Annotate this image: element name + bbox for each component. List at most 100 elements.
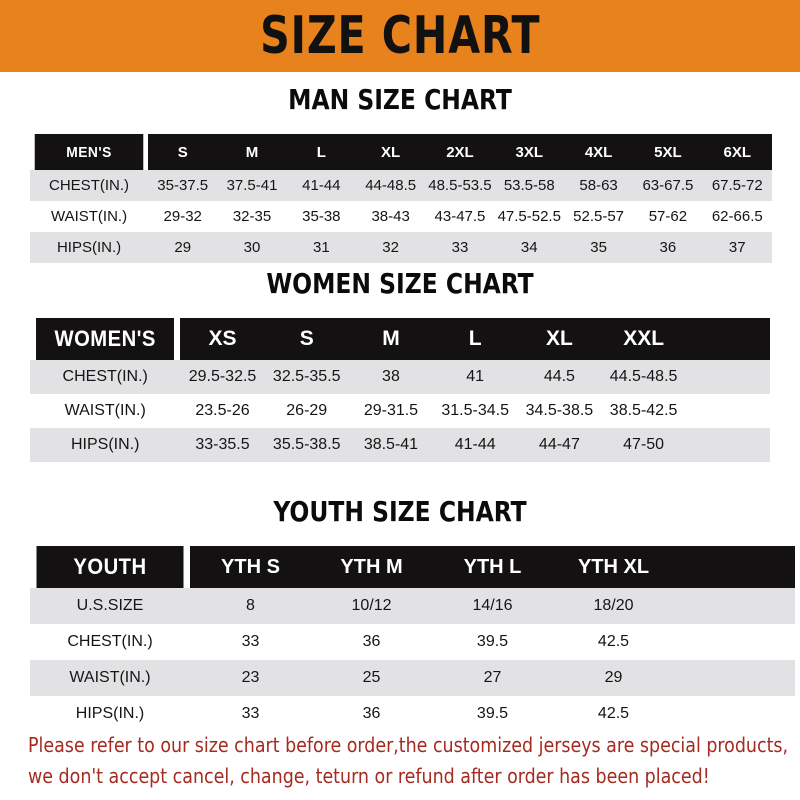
youth-row-label: CHEST(IN.) xyxy=(30,624,190,660)
youth-measurement-cell: 29 xyxy=(553,660,674,696)
men-measurement-cell: 67.5-72 xyxy=(702,170,772,201)
disclaimer-line-2: we don't accept cancel, change, teturn o… xyxy=(28,764,710,788)
men-measurement-cell: 44-48.5 xyxy=(355,170,426,201)
men-measurement-cell: 58-63 xyxy=(563,170,634,201)
women-table-header-row: WOMEN'S XS S M L XL XXL xyxy=(30,318,770,360)
table-row: WAIST(IN.) 29-32 32-35 35-38 38-43 43-47.5 47.… xyxy=(30,201,772,232)
women-measurement-cell: 44.5-48.5 xyxy=(601,360,686,394)
youth-size-table: YOUTH YTH S YTH M YTH L YTH XL U.S.SIZE 8 10/1… xyxy=(30,546,795,732)
section-title-men: MAN SIZE CHART xyxy=(288,83,512,116)
youth-column-header: YTH XL xyxy=(553,546,674,588)
men-measurement-cell: 53.5-58 xyxy=(494,170,564,201)
youth-row-label: HIPS(IN.) xyxy=(30,696,190,732)
men-row-label: HIPS(IN.) xyxy=(30,232,149,263)
women-measurement-cell: 34.5-38.5 xyxy=(517,394,602,428)
disclaimer-line-1: Please refer to our size chart before or… xyxy=(28,733,789,757)
youth-measurement-cell: 42.5 xyxy=(553,624,674,660)
men-row-label-header: MEN'S xyxy=(34,134,144,170)
men-column-header: 6XL xyxy=(702,134,772,170)
women-measurement-cell: 31.5-34.5 xyxy=(433,394,518,428)
youth-measurement-cell: 10/12 xyxy=(311,588,432,624)
men-measurement-cell: 63-67.5 xyxy=(633,170,703,201)
women-measurement-cell: 23.5-26 xyxy=(180,394,265,428)
women-column-header: XL xyxy=(517,318,602,360)
youth-column-header-empty xyxy=(674,546,795,588)
men-column-header: 2XL xyxy=(425,134,495,170)
youth-row-label: WAIST(IN.) xyxy=(30,660,190,696)
table-row: CHEST(IN.) 29.5-32.5 32.5-35.5 38 41 44.5 44.5… xyxy=(30,360,770,394)
men-measurement-cell: 30 xyxy=(217,232,287,263)
women-measurement-cell: 47-50 xyxy=(601,428,686,462)
women-column-header-empty xyxy=(685,318,770,360)
youth-measurement-cell: 39.5 xyxy=(432,696,553,732)
men-measurement-cell: 52.5-57 xyxy=(563,201,634,232)
women-column-header: XS xyxy=(180,318,265,360)
youth-measurement-cell-empty xyxy=(674,660,795,696)
men-column-header: XL xyxy=(355,134,426,170)
women-measurement-cell-empty xyxy=(685,428,770,462)
men-measurement-cell: 41-44 xyxy=(286,170,356,201)
men-column-header: M xyxy=(217,134,287,170)
men-measurement-cell: 35 xyxy=(563,232,634,263)
youth-measurement-cell: 18/20 xyxy=(553,588,674,624)
men-measurement-cell: 48.5-53.5 xyxy=(425,170,495,201)
women-measurement-cell: 33-35.5 xyxy=(180,428,265,462)
page-title: SIZE CHART xyxy=(259,6,541,66)
youth-measurement-cell: 39.5 xyxy=(432,624,553,660)
women-measurement-cell: 38.5-42.5 xyxy=(601,394,686,428)
youth-measurement-cell: 42.5 xyxy=(553,696,674,732)
women-row-label: WAIST(IN.) xyxy=(30,394,181,428)
table-row: WAIST(IN.) 23.5-26 26-29 29-31.5 31.5-34.5 34… xyxy=(30,394,770,428)
women-size-table: WOMEN'S XS S M L XL XXL CHEST(IN.) 29.5-32.5 32.… xyxy=(30,318,770,462)
women-measurement-cell: 41 xyxy=(433,360,518,394)
youth-measurement-cell: 33 xyxy=(190,696,311,732)
men-measurement-cell: 32 xyxy=(355,232,426,263)
table-row: U.S.SIZE 8 10/12 14/16 18/20 xyxy=(30,588,795,624)
youth-column-header: YTH S xyxy=(190,546,311,588)
men-measurement-cell: 29 xyxy=(148,232,218,263)
women-measurement-cell-empty xyxy=(685,360,770,394)
page-banner: SIZE CHART xyxy=(0,0,800,72)
men-column-header: 4XL xyxy=(563,134,634,170)
men-measurement-cell: 57-62 xyxy=(633,201,703,232)
men-column-header: S xyxy=(148,134,218,170)
women-measurement-cell: 26-29 xyxy=(264,394,349,428)
men-measurement-cell: 33 xyxy=(425,232,495,263)
youth-measurement-cell: 14/16 xyxy=(432,588,553,624)
women-row-label: CHEST(IN.) xyxy=(30,360,181,394)
youth-measurement-cell: 36 xyxy=(311,696,432,732)
men-measurement-cell: 62-66.5 xyxy=(702,201,772,232)
youth-measurement-cell: 36 xyxy=(311,624,432,660)
youth-measurement-cell: 8 xyxy=(190,588,311,624)
table-row: CHEST(IN.) 33 36 39.5 42.5 xyxy=(30,624,795,660)
women-measurement-cell: 38 xyxy=(348,360,434,394)
men-measurement-cell: 37 xyxy=(702,232,772,263)
women-measurement-cell: 29-31.5 xyxy=(348,394,434,428)
men-measurement-cell: 31 xyxy=(286,232,356,263)
women-row-label-header: WOMEN'S xyxy=(36,318,175,360)
youth-measurement-cell-empty xyxy=(674,588,795,624)
disclaimer-note: Please refer to our size chart before or… xyxy=(28,730,789,792)
women-measurement-cell: 44.5 xyxy=(517,360,602,394)
youth-column-header: YTH M xyxy=(311,546,432,588)
men-measurement-cell: 35-38 xyxy=(286,201,356,232)
women-measurement-cell: 35.5-38.5 xyxy=(264,428,349,462)
youth-measurement-cell: 25 xyxy=(311,660,432,696)
women-measurement-cell: 41-44 xyxy=(433,428,518,462)
women-measurement-cell: 38.5-41 xyxy=(348,428,434,462)
men-measurement-cell: 35-37.5 xyxy=(148,170,218,201)
men-measurement-cell: 32-35 xyxy=(217,201,287,232)
men-measurement-cell: 34 xyxy=(494,232,564,263)
youth-row-label: U.S.SIZE xyxy=(30,588,190,624)
youth-measurement-cell: 33 xyxy=(190,624,311,660)
women-measurement-cell: 44-47 xyxy=(517,428,602,462)
youth-table-body: YOUTH YTH S YTH M YTH L YTH XL U.S.SIZE 8 10/1… xyxy=(30,546,795,732)
table-row: CHEST(IN.) 35-37.5 37.5-41 41-44 44-48.5 48.5… xyxy=(30,170,772,201)
youth-measurement-cell: 27 xyxy=(432,660,553,696)
men-measurement-cell: 29-32 xyxy=(148,201,218,232)
men-measurement-cell: 38-43 xyxy=(355,201,426,232)
women-column-header: L xyxy=(433,318,518,360)
youth-measurement-cell: 23 xyxy=(190,660,311,696)
men-size-table: MEN'S S M L XL 2XL 3XL 4XL 5XL 6XL CHEST(IN.) 35-37… xyxy=(30,134,772,263)
